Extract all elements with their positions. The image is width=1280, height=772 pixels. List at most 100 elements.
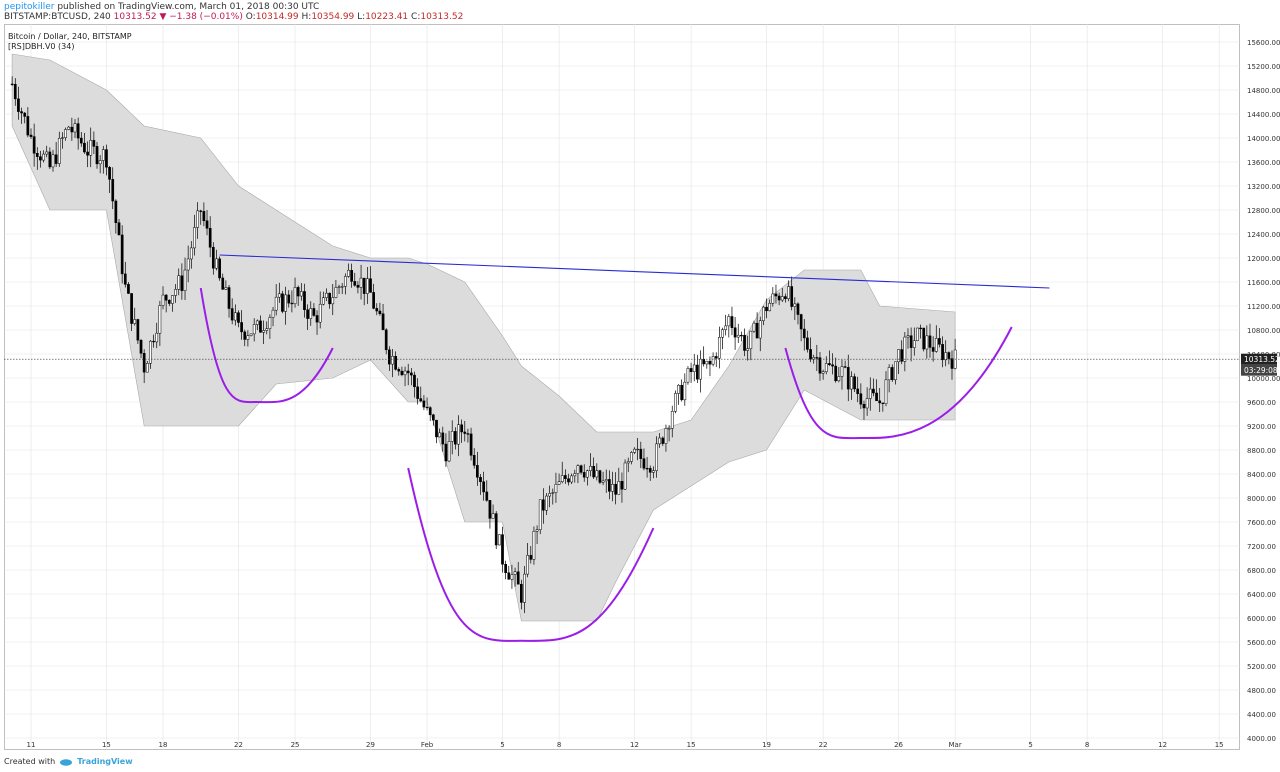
candle: [35, 147, 39, 170]
candle: [652, 466, 655, 479]
y-tick-label: 14000.00: [1247, 135, 1280, 143]
candle: [284, 286, 287, 325]
candle: [255, 319, 259, 331]
candle: [45, 145, 49, 158]
neckline-trendline[interactable]: [219, 254, 1050, 289]
candle: [167, 299, 171, 307]
candle: [262, 320, 265, 345]
candle: [916, 327, 919, 342]
candle: [617, 467, 621, 495]
candle: [642, 448, 646, 471]
y-tick-label: 14400.00: [1247, 111, 1280, 119]
candle: [699, 350, 702, 393]
candle: [928, 323, 932, 358]
y-tick-label: 5200.00: [1247, 663, 1276, 671]
candle: [419, 386, 423, 403]
author-link[interactable]: pepitokiller: [4, 2, 55, 12]
candle: [890, 364, 894, 382]
candle: [387, 346, 391, 371]
candle: [274, 284, 278, 316]
candle: [865, 387, 869, 416]
candle: [846, 354, 850, 402]
candle: [636, 437, 640, 461]
candle: [384, 328, 388, 355]
cup-arc: [199, 287, 334, 404]
candle: [790, 276, 794, 311]
candle: [142, 349, 146, 384]
candle: [375, 303, 379, 316]
candle: [340, 283, 344, 295]
y-tick-label: 11600.00: [1247, 279, 1280, 287]
candle: [378, 302, 382, 316]
candle: [277, 282, 281, 303]
candle: [372, 283, 375, 310]
candle: [648, 465, 652, 481]
x-tick-label: 15: [102, 741, 111, 749]
candle: [362, 277, 366, 306]
y-tick-label: 8800.00: [1247, 447, 1276, 455]
y-tick-label: 12000.00: [1247, 255, 1280, 263]
x-tick-label: Feb: [421, 741, 434, 749]
candle: [686, 366, 690, 385]
y-tick-label: 7600.00: [1247, 519, 1276, 527]
candle: [227, 284, 231, 318]
x-tick-label: 26: [894, 741, 903, 749]
candle: [557, 473, 561, 485]
y-tick-label: 13200.00: [1247, 183, 1280, 191]
x-tick-label: 19: [762, 741, 771, 749]
candle: [604, 469, 608, 493]
candle: [306, 304, 309, 330]
candle: [768, 299, 772, 312]
candle: [334, 279, 338, 299]
candle: [42, 150, 45, 163]
x-tick-label: 5: [500, 741, 504, 749]
candle: [934, 325, 938, 353]
candle: [296, 285, 300, 306]
candle: [821, 369, 825, 380]
candle: [582, 464, 586, 482]
footer: Created with TradingView: [4, 757, 133, 766]
x-tick-label: Mar: [949, 741, 962, 749]
candle: [435, 419, 438, 444]
candle: [180, 263, 184, 300]
candle: [828, 350, 831, 366]
candle: [516, 562, 520, 585]
price-axis[interactable]: 15600.00 15200.00 14800.00 14400.00 14000.00…: [1247, 39, 1280, 743]
y-tick-label: 10000.00: [1247, 375, 1280, 383]
tradingview-logo-text[interactable]: TradingView: [77, 757, 133, 766]
candle: [83, 132, 86, 154]
candle: [315, 310, 319, 335]
candle: [526, 542, 529, 578]
candle: [10, 76, 14, 86]
candle: [290, 290, 294, 313]
candle: [208, 216, 212, 258]
x-tick-label: 11: [27, 741, 36, 749]
candle: [149, 339, 152, 369]
candle: [230, 298, 234, 325]
time-axis[interactable]: 11 15 18 22 25 29 Feb 5 8 12 15 19 22 26 Mar 5 8 12 15: [27, 741, 1224, 749]
candle: [400, 366, 404, 377]
candle: [177, 268, 181, 296]
candle: [796, 302, 800, 325]
y-tick-label: 6400.00: [1247, 591, 1276, 599]
candle: [802, 319, 806, 351]
candlestick-series: [10, 76, 957, 614]
channel-band: [11, 53, 956, 622]
candle: [391, 348, 394, 378]
candle: [469, 427, 473, 461]
candle: [466, 428, 470, 443]
candle: [611, 471, 614, 502]
x-tick-label: 15: [687, 741, 696, 749]
candle: [655, 436, 658, 478]
x-tick-label: 22: [819, 741, 828, 749]
candle: [736, 323, 740, 343]
candle: [369, 266, 372, 293]
last-price-tag: 10313.52 03:29:08: [1241, 353, 1280, 376]
candle: [903, 332, 907, 372]
candle: [576, 464, 580, 484]
candle: [413, 371, 416, 398]
candle: [350, 263, 353, 288]
y-tick-label: 4000.00: [1247, 735, 1276, 743]
candle: [912, 327, 916, 356]
